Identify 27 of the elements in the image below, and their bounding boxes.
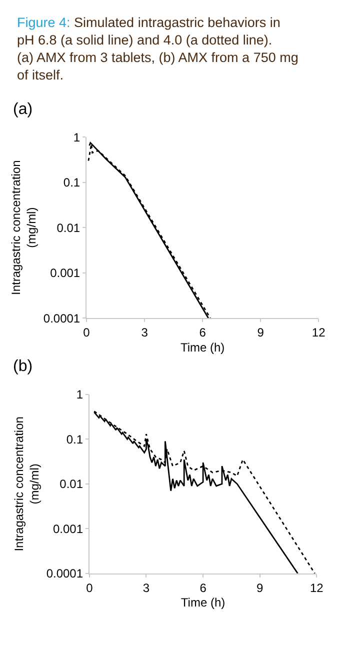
x-tick-label: 6 [200, 580, 207, 595]
x-tick-label: 6 [199, 326, 206, 340]
x-axis-title: Time (h) [180, 596, 226, 610]
y-tick-label: 0.0001 [43, 311, 80, 326]
y-axis-title: Intragastric concentration (mg/ml) [12, 416, 42, 552]
caption: Figure 4: Simulated intragastric behaviors in pH 6.8 (a solid line) and 4.0 (a dotted line). (a) AMX from 3 tablets, (b) AMX from a 750 mg of itself. [17, 15, 298, 83]
y-tick-label: 0.1 [63, 176, 80, 190]
x-tick-label: 12 [312, 326, 326, 340]
y-tick-label: 0.1 [66, 432, 84, 446]
x-tick-label: 9 [257, 326, 264, 340]
y-axis-title: Intragastric concentration (mg/ml) [9, 160, 39, 295]
y-tick-label: 0.001 [52, 522, 84, 536]
x-axis-title: Time (h) [180, 340, 225, 354]
y-tick-label: 0.01 [56, 220, 80, 235]
chart-title: (b) [13, 358, 33, 375]
y-tick-label: 0.001 [50, 266, 80, 280]
x-tick-label: 9 [256, 580, 264, 595]
y-tick-label: 1 [76, 388, 84, 402]
y-tick-label: 0.01 [60, 477, 84, 492]
x-tick-label: 0 [86, 580, 94, 595]
y-tick-label: 0.0001 [46, 566, 84, 581]
x-tick-label: 12 [310, 580, 324, 595]
x-tick-label: 3 [142, 580, 150, 595]
x-tick-label: 3 [141, 326, 148, 340]
chart-title: (a) [13, 101, 33, 118]
x-tick-label: 0 [83, 326, 90, 340]
y-tick-label: 1 [73, 130, 80, 144]
